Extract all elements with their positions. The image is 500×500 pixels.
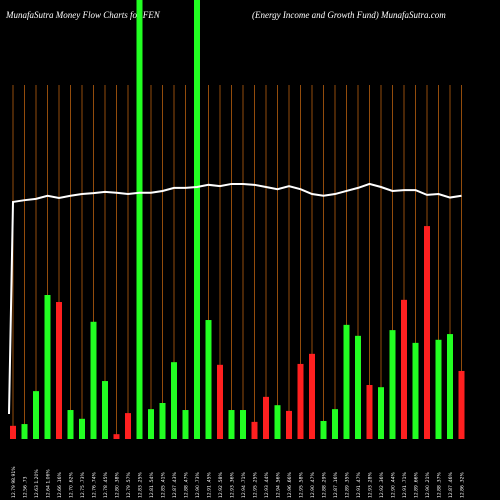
x-tick-label: 12.93 .44% — [264, 472, 270, 498]
bar — [320, 421, 327, 439]
x-tick-label: 12.94 .71% — [241, 472, 247, 498]
bar — [412, 342, 419, 439]
x-tick-label: 12.63 1.20% — [34, 469, 40, 498]
x-tick-label: 12.96 .66% — [287, 472, 293, 498]
x-tick-label: 12.93 .28% — [368, 472, 374, 498]
bar — [286, 410, 292, 439]
x-tick-label: 12.79 98.91% — [11, 466, 17, 498]
x-tick-label: 12.89 .66% — [414, 472, 420, 498]
x-tick-label: 12.87 .43% — [172, 472, 178, 498]
bar — [67, 410, 74, 439]
bar — [102, 381, 108, 439]
x-tick-label: 12.95 .58% — [299, 472, 305, 498]
x-tick-label: 12.83 .25% — [138, 472, 144, 498]
bar — [458, 370, 465, 439]
bar — [113, 434, 120, 439]
x-tick-label: 12.80 .38% — [115, 472, 121, 498]
bar — [366, 385, 373, 439]
bar — [355, 335, 361, 439]
bar — [125, 413, 131, 439]
bar — [194, 0, 200, 439]
x-tick-label: 12.79 .57% — [126, 472, 132, 498]
bar — [274, 405, 281, 439]
x-tick-label: 12.94 .56% — [276, 472, 282, 498]
bar — [389, 330, 396, 439]
bar — [332, 409, 338, 439]
x-tick-label: 12.91 .47% — [356, 472, 362, 498]
x-tick-label: 12.64 1.06% — [46, 469, 52, 498]
x-tick-label: 12.88 .47% — [184, 472, 190, 498]
bar — [79, 418, 85, 439]
x-tick-label: 12.90 .44% — [391, 472, 397, 498]
bar — [21, 424, 28, 439]
bar — [309, 353, 315, 439]
bar — [378, 387, 384, 439]
bar — [228, 410, 235, 439]
x-tick-label: 12.56 .73 — [23, 476, 29, 498]
x-tick-label: 12.86 .32% — [460, 472, 466, 498]
bar — [148, 409, 154, 439]
chart-subtitle: (Energy Income and Growth Fund) MunafaSu… — [252, 10, 446, 20]
x-tick-label: 12.75 .73% — [80, 472, 86, 498]
x-tick-label: 12.90 .73% — [195, 472, 201, 498]
bar — [435, 339, 442, 439]
x-tick-label: 12.95 .25% — [253, 472, 259, 498]
x-tick-label: 12.92 .36% — [379, 472, 385, 498]
x-tick-label: 12.89 .35% — [345, 472, 351, 498]
x-tick-label: 12.93 .36% — [230, 472, 236, 498]
x-tick-label: 12.90 .47% — [310, 472, 316, 498]
bar — [401, 299, 407, 439]
bar — [251, 421, 258, 439]
bar — [297, 363, 304, 439]
bar — [240, 410, 246, 439]
x-tick-label: 12.91 .71% — [402, 472, 408, 498]
bar — [136, 0, 143, 439]
x-tick-label: 12.90 .21% — [425, 472, 431, 498]
x-tick-label: 12.88 .29% — [322, 472, 328, 498]
x-tick-label: 12.88 .37% — [437, 472, 443, 498]
bar — [171, 362, 177, 439]
x-tick-label: 12.85 .41% — [161, 472, 167, 498]
x-tick-label: 12.70 .62% — [69, 472, 75, 498]
bar — [424, 226, 430, 439]
x-tick-label: 12.81 .54% — [149, 472, 155, 498]
bar — [33, 391, 39, 439]
bar — [182, 410, 189, 439]
bar — [205, 320, 212, 439]
money-flow-line — [8, 182, 462, 415]
x-tick-label: 12.87 .16% — [333, 472, 339, 498]
chart-title: MunafaSutra Money Flow Charts for FEN — [5, 10, 161, 20]
bar — [90, 321, 97, 439]
bar — [159, 403, 166, 439]
bar — [56, 302, 62, 439]
x-tick-label: 12.87 .46% — [448, 472, 454, 498]
bar — [263, 396, 269, 439]
x-tick-label: 12.92 .58% — [218, 472, 224, 498]
bar — [343, 324, 350, 439]
x-tick-label: 12.76 .74% — [92, 472, 98, 498]
bar — [217, 364, 223, 439]
x-tick-label: 12.66 .16% — [57, 472, 63, 498]
bar — [10, 425, 16, 439]
bar — [44, 295, 51, 439]
bar — [447, 334, 453, 439]
x-tick-label: 12.91 .45% — [207, 472, 213, 498]
x-tick-label: 12.78 .45% — [103, 472, 109, 498]
